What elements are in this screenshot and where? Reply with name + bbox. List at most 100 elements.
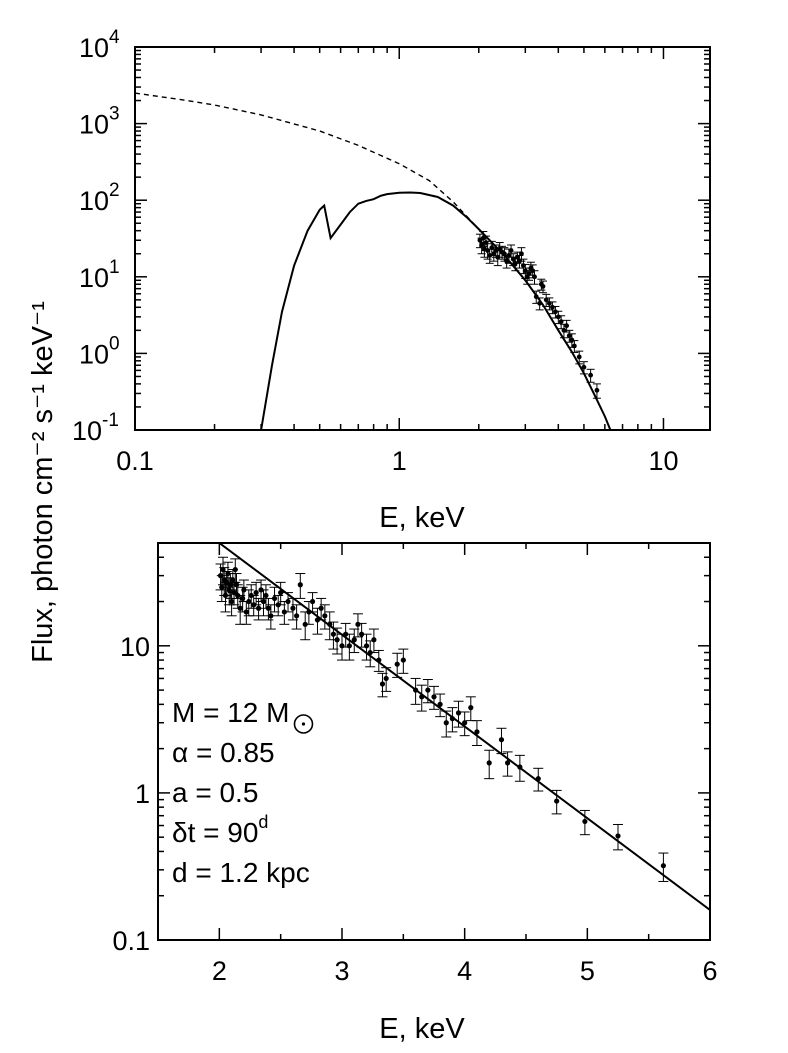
bottom-y-tick-label: 1 (135, 779, 150, 809)
bottom-data-point (425, 687, 431, 693)
bottom-data-point (327, 621, 333, 627)
top-x-tick-label: 0.1 (116, 446, 154, 476)
bottom-data-point (379, 681, 386, 687)
top-data-point (514, 254, 520, 260)
bottom-data-point (219, 584, 225, 590)
top-data-point (576, 354, 582, 360)
bottom-data-point (363, 643, 370, 649)
bottom-data-point (268, 613, 274, 619)
bottom-data-point (486, 760, 492, 766)
top-y-tick-label: 104 (79, 27, 120, 63)
bottom-data-point (231, 590, 237, 596)
bottom-data-point (285, 598, 291, 605)
bottom-data-point (330, 631, 337, 637)
top-solid-model-curve (260, 191, 612, 430)
top-x-axis-label: E, keV (379, 502, 465, 534)
top-data-point (519, 251, 524, 257)
bottom-data-point (468, 705, 474, 711)
bottom-data-point (294, 613, 300, 619)
top-data-point (501, 251, 507, 257)
bottom-data-point (334, 637, 340, 643)
bottom-plot-area (157, 542, 711, 941)
top-data-point (555, 314, 561, 320)
top-data-point (564, 323, 570, 329)
bottom-x-tick-label: 3 (334, 956, 349, 986)
bottom-data-point (255, 605, 262, 611)
bottom-data-point (413, 687, 419, 693)
bottom-x-tick-label: 4 (457, 956, 472, 986)
top-data-point (532, 274, 537, 280)
bottom-data-point (462, 720, 468, 726)
annotation-line: a = 0.5 (172, 777, 258, 808)
bottom-data-point (535, 776, 541, 782)
top-plot-area (134, 46, 711, 431)
bottom-y-tick-label: 10 (120, 632, 150, 662)
top-data-point (510, 256, 516, 262)
bottom-data-point (322, 613, 328, 619)
bottom-x-tick-label: 5 (580, 956, 595, 986)
bottom-x-tick-label: 6 (702, 956, 717, 986)
top-data-point (571, 343, 577, 349)
bottom-data-point (227, 582, 233, 588)
top-y-ticks: 10-1 100 101 102 103 104 (72, 27, 710, 446)
top-data-point (504, 258, 510, 264)
bottom-data-point (260, 598, 267, 605)
bottom-data-point (582, 818, 588, 825)
top-data-point (480, 235, 486, 241)
bottom-data-point (455, 710, 462, 716)
bottom-data-point (253, 590, 259, 596)
sun-symbol-dot (301, 722, 306, 726)
top-panel: 0.1 1 10 10-1 100 101 102 103 104 E, keV (72, 27, 711, 534)
bottom-data-point (297, 582, 303, 588)
bottom-x-ticks: 2 3 4 5 6 (157, 543, 718, 986)
bottom-x-axis-label: E, keV (379, 1013, 465, 1045)
top-dashed-model-curve (135, 92, 480, 230)
bottom-data-point (437, 701, 443, 707)
annotation-line: δt = 90d (172, 812, 268, 848)
bottom-data-point (394, 661, 400, 667)
bottom-data-point (290, 605, 296, 611)
top-data-point (558, 319, 564, 325)
bottom-x-tick-label: 2 (212, 956, 227, 986)
y-axis-label: Flux, photon cm⁻² s⁻¹ keV⁻¹ (27, 301, 59, 663)
top-data-point (566, 333, 572, 339)
top-x-tick-label: 1 (392, 446, 407, 476)
bottom-data-point (237, 605, 243, 611)
bottom-data-point (243, 609, 249, 615)
bottom-data-point (449, 716, 455, 722)
bottom-data-point (339, 643, 345, 649)
bottom-y-ticks: 0.1 1 10 (112, 542, 710, 956)
bottom-data-point (346, 643, 352, 649)
bottom-data-point (505, 760, 511, 766)
bottom-data-point (660, 863, 666, 869)
sun-symbol-icon (293, 714, 314, 734)
bottom-data-point (351, 637, 357, 643)
top-data-point (569, 337, 575, 343)
bottom-data-point (265, 605, 271, 611)
bottom-data-point (615, 833, 621, 839)
parameter-annotations: M = 12 M α = 0.85 a = 0.5 δt = 90d d = 1.2 k… (172, 697, 314, 888)
top-data-point (550, 304, 555, 310)
top-data-point (594, 387, 600, 393)
top-data-point (506, 253, 512, 258)
annotation-line: d = 1.2 kpc (172, 857, 310, 888)
bottom-data-point (246, 598, 252, 605)
top-data-point (588, 372, 594, 378)
top-data-point (540, 283, 546, 289)
bottom-data-point (431, 694, 437, 700)
annotation-line: M = 12 M (172, 697, 289, 728)
bottom-data-point (498, 737, 505, 743)
bottom-data-point (443, 720, 449, 726)
bottom-data-point (271, 595, 278, 602)
bottom-data-point (474, 729, 480, 735)
bottom-data-point (355, 621, 361, 627)
bottom-frame (157, 542, 711, 941)
top-x-tick-label: 10 (648, 446, 678, 476)
top-data-point (537, 300, 543, 306)
top-y-tick-label: 101 (79, 257, 120, 293)
bottom-panel: 2 3 4 5 6 0.1 1 10 M = 12 M α = 0.85 a = 0.5 δt =… (112, 542, 718, 1045)
top-y-tick-label: 102 (79, 180, 120, 216)
bottom-data-point (371, 637, 377, 643)
bottom-data-point (400, 657, 406, 663)
